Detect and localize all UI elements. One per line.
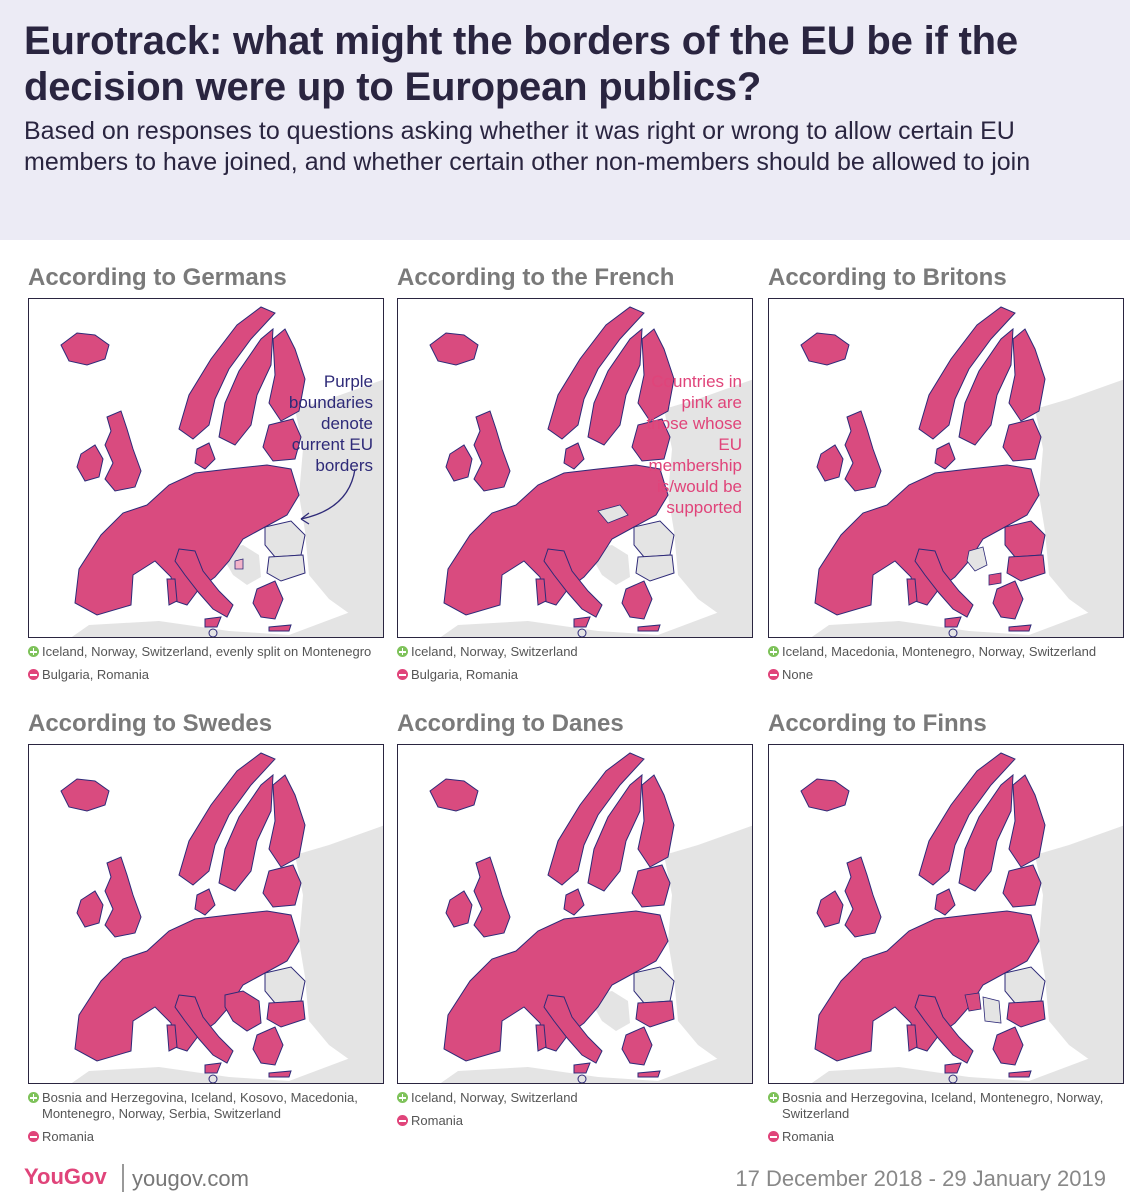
page-title: Eurotrack: what might the borders of the…	[24, 19, 1018, 109]
plus-icon	[768, 646, 779, 657]
map-germans: Purple boundaries denote current EU bord…	[28, 298, 384, 638]
panel-title: According to Britons	[768, 264, 1007, 291]
footer-date: 17 December 2018 - 29 January 2019	[735, 1166, 1106, 1191]
plus-icon	[397, 646, 408, 657]
map-swedes	[28, 744, 384, 1084]
annotation-pink: Countries in pink are those whose EU mem…	[646, 372, 742, 517]
minus-icon	[397, 1115, 408, 1126]
legend-minus: Bulgaria, Romania	[397, 667, 753, 683]
minus-icon	[768, 1131, 779, 1142]
legend-minus: None	[768, 667, 1124, 683]
legend-plus: Iceland, Norway, Switzerland	[397, 1090, 753, 1106]
map-finns	[768, 744, 1124, 1084]
legend: Bosnia and Herzegovina, Iceland, Kosovo,…	[28, 1090, 384, 1152]
map-french: Countries in pink are those whose EU mem…	[397, 298, 753, 638]
footer-divider	[122, 1164, 124, 1192]
yougov-logo: YouGov	[24, 1164, 107, 1189]
page-subtitle: Based on responses to questions asking w…	[24, 117, 1031, 176]
legend-plus: Iceland, Macedonia, Montenegro, Norway, …	[768, 644, 1124, 660]
minus-icon	[28, 1131, 39, 1142]
annotation-borders: Purple boundaries denote current EU bord…	[288, 372, 373, 475]
legend-plus: Bosnia and Herzegovina, Iceland, Montene…	[768, 1090, 1124, 1122]
map-danes	[397, 744, 753, 1084]
legend-plus: Bosnia and Herzegovina, Iceland, Kosovo,…	[28, 1090, 384, 1122]
legend-minus: Romania	[768, 1129, 1124, 1145]
legend: Bosnia and Herzegovina, Iceland, Montene…	[768, 1090, 1124, 1152]
europe-map	[398, 745, 752, 1083]
legend: Iceland, Macedonia, Montenegro, Norway, …	[768, 644, 1124, 690]
plus-icon	[28, 646, 39, 657]
legend-minus: Romania	[28, 1129, 384, 1145]
footer-url[interactable]: yougov.com	[132, 1166, 249, 1191]
europe-map	[769, 745, 1123, 1083]
panel-title: According to Germans	[28, 264, 287, 291]
legend-plus: Iceland, Norway, Switzerland	[397, 644, 753, 660]
minus-icon	[28, 669, 39, 680]
europe-map	[769, 299, 1123, 637]
legend: Iceland, Norway, Switzerland Bulgaria, R…	[397, 644, 753, 690]
plus-icon	[397, 1092, 408, 1103]
panel-title: According to Finns	[768, 710, 987, 737]
europe-map	[29, 745, 383, 1083]
minus-icon	[397, 669, 408, 680]
legend-plus: Iceland, Norway, Switzerland, evenly spl…	[28, 644, 384, 660]
legend-minus: Bulgaria, Romania	[28, 667, 384, 683]
panel-title: According to Danes	[397, 710, 624, 737]
panel-title: According to the French	[397, 264, 675, 291]
plus-icon	[768, 1092, 779, 1103]
map-britons	[768, 298, 1124, 638]
minus-icon	[768, 669, 779, 680]
panel-title: According to Swedes	[28, 710, 273, 737]
legend-minus: Romania	[397, 1113, 753, 1129]
plus-icon	[28, 1092, 39, 1103]
europe-map	[398, 299, 752, 637]
legend: Iceland, Norway, Switzerland Romania	[397, 1090, 753, 1136]
header: Eurotrack: what might the borders of the…	[0, 0, 1130, 240]
europe-map	[29, 299, 383, 637]
legend: Iceland, Norway, Switzerland, evenly spl…	[28, 644, 384, 690]
